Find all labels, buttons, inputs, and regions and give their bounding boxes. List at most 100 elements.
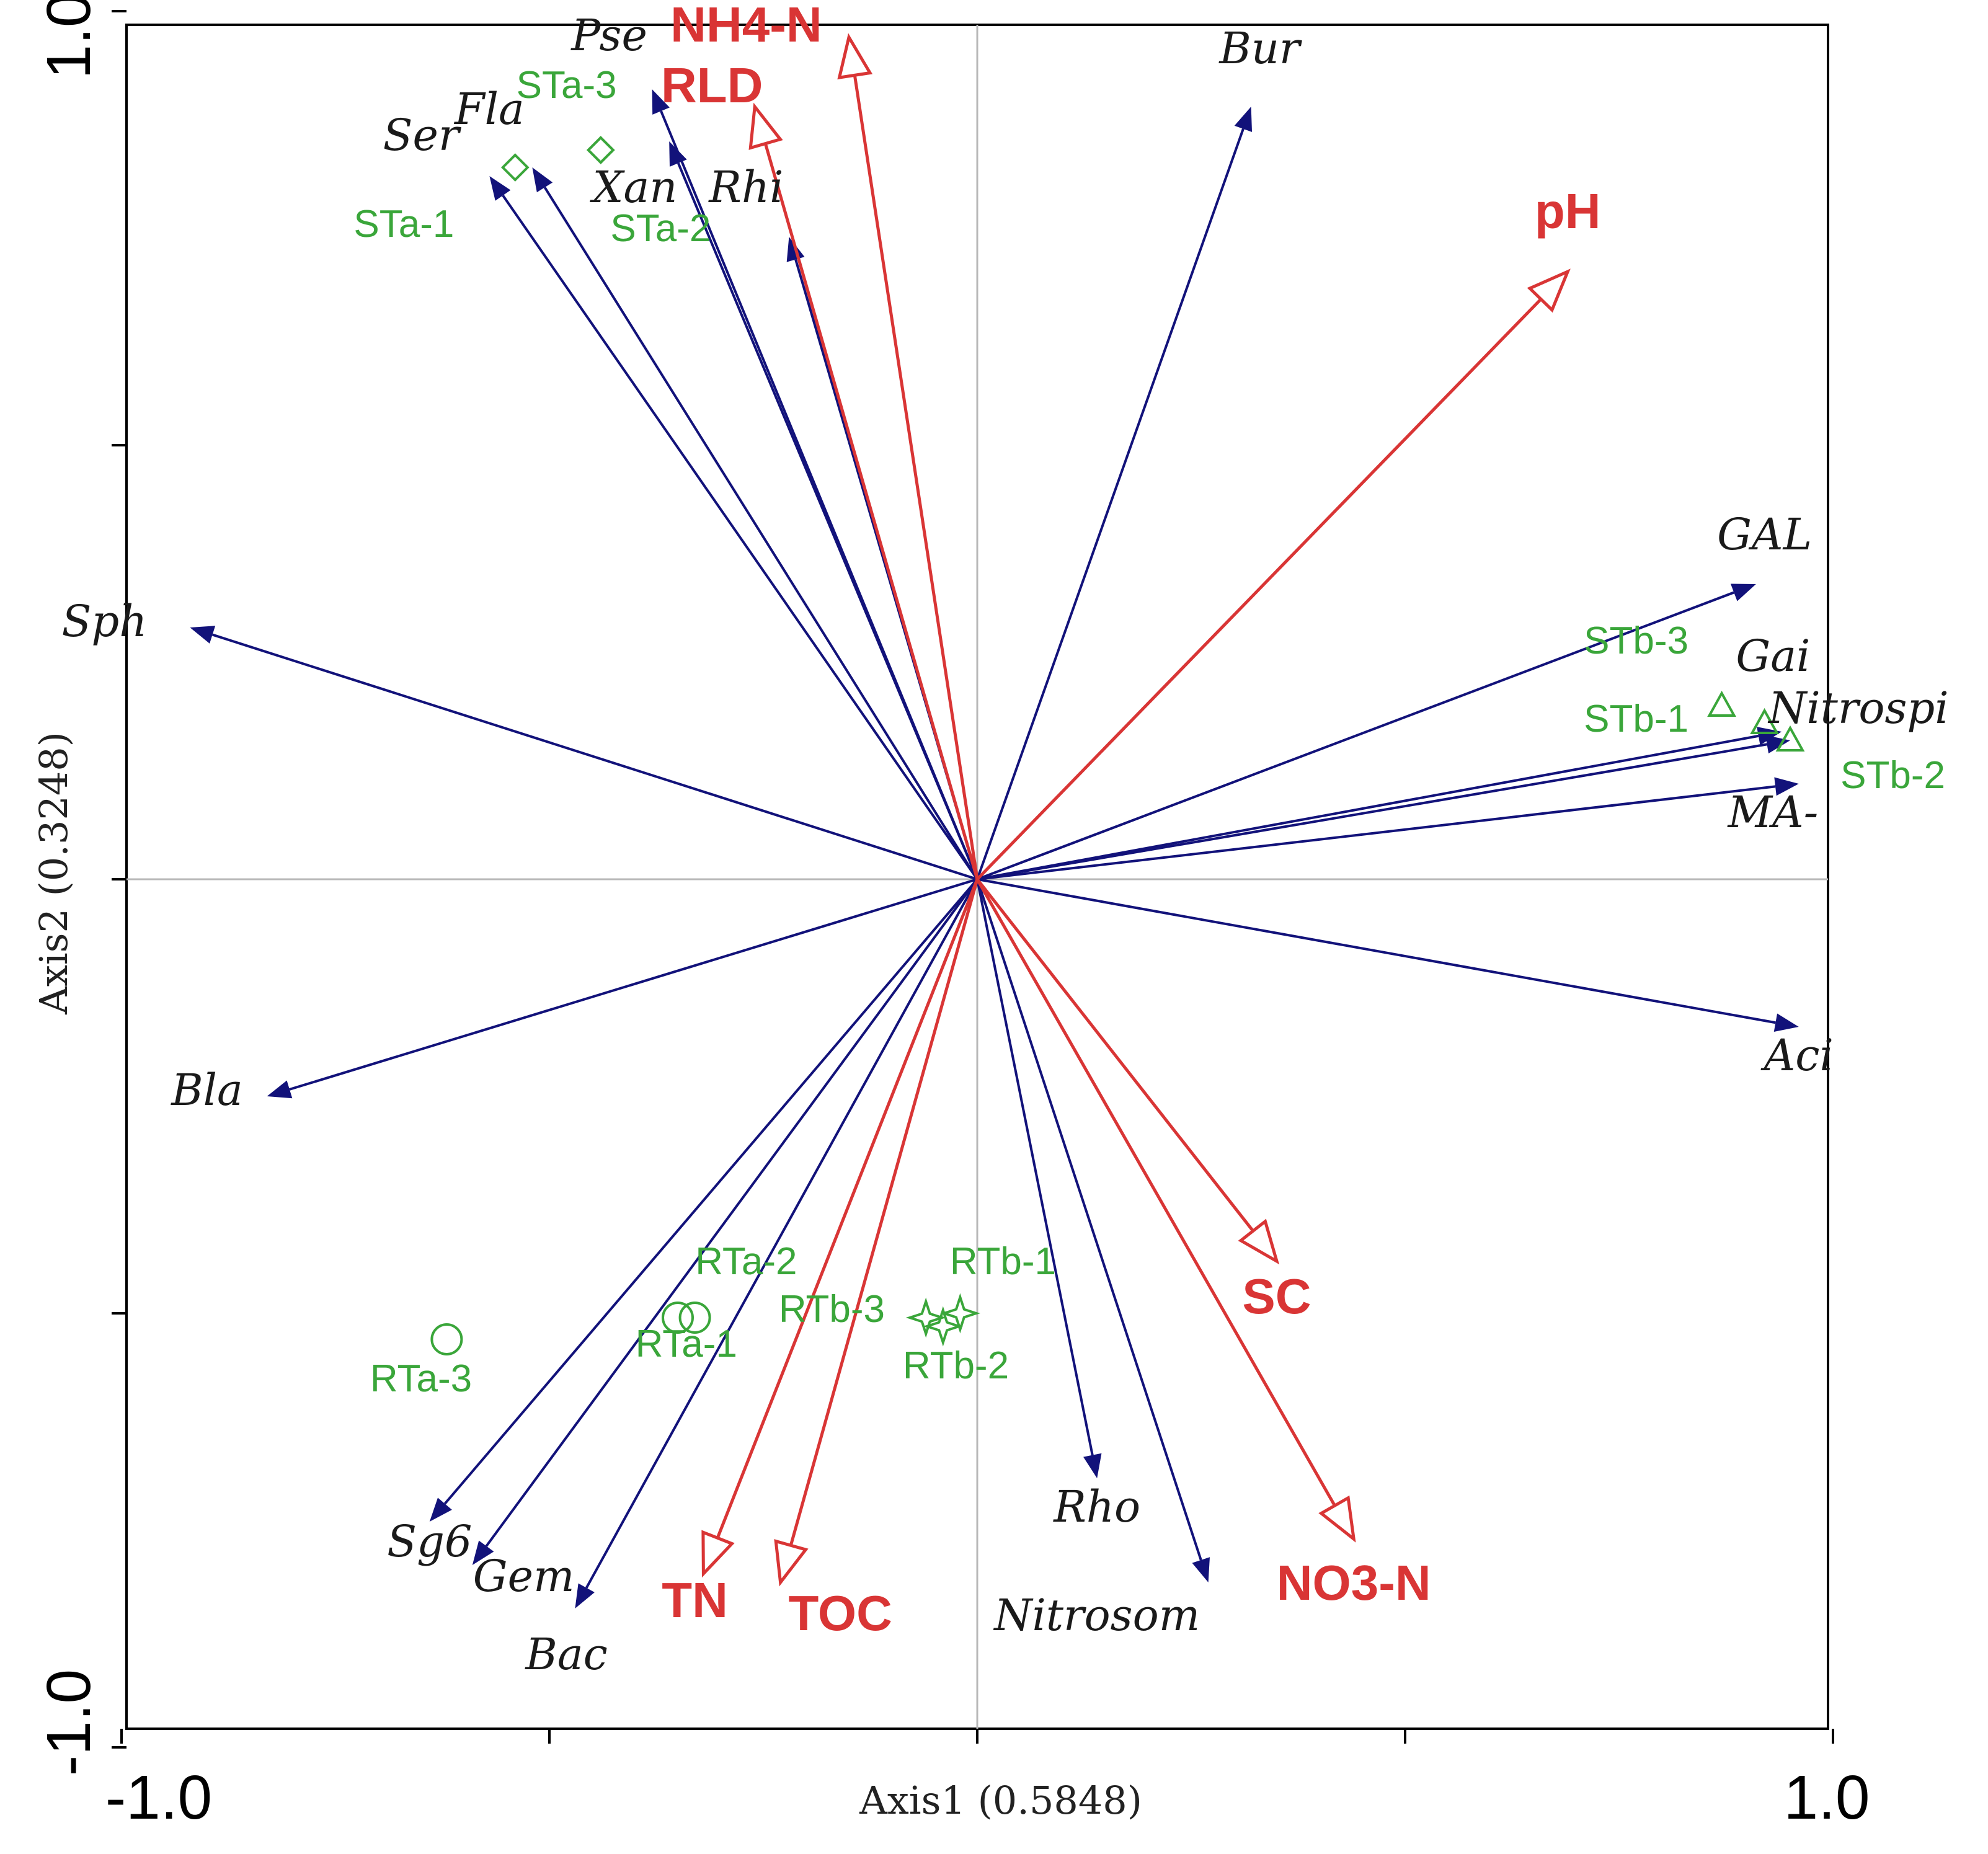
species-label-gal: GAL [1717,509,1812,560]
sample-marker-rta-1 [662,1302,694,1334]
sample-marker-stb-1 [1750,707,1779,734]
sample-marker-rtb-3 [905,1297,946,1338]
sample-marker-sta-1 [500,153,530,182]
sample-label-rtb-3: RTb-3 [779,1288,885,1331]
species-label-gem: Gem [473,1551,575,1602]
species-label-nitrospi: Nitrospi [1767,683,1949,734]
x-axis-title: Axis1 (0.5848) [859,1778,1142,1823]
env-label-sc: SC [1242,1269,1311,1324]
species-vector-gai [977,734,1759,880]
species-arrowhead-xan [669,141,687,167]
species-label-rhi: Rhi [708,162,783,213]
species-arrowhead-aci [1773,1013,1799,1032]
env-label-nh4-n: NH4-N [670,0,822,52]
env-vector-no3-n [975,878,1336,1507]
env-arrowhead-nh4-n [837,33,873,80]
sample-label-stb-3: STb-3 [1584,619,1688,662]
env-vector-tn [716,879,979,1539]
species-vector-nitrospi [977,743,1767,880]
sample-label-sta-1: STa-1 [353,203,454,246]
species-vector-ser [502,195,978,880]
species-label-bur: Bur [1218,23,1302,74]
species-vector-bac [585,879,978,1589]
species-arrowhead-fla [532,167,553,193]
species-arrowhead-ma- [1774,777,1799,796]
species-label-ma-: MA- [1726,787,1818,838]
species-arrowhead-gal [1730,583,1756,601]
species-vector-bla [289,878,978,1091]
species-vector-bur [976,128,1245,880]
env-vector-ph [976,298,1542,880]
species-vector-nitrosom [976,879,1202,1561]
env-arrowhead-tn [701,1530,735,1578]
species-vector-aci [977,878,1776,1024]
env-label-tn: TN [662,1572,728,1628]
sample-marker-stb-3 [1707,690,1736,717]
species-label-nitrosom: Nitrosom [993,1590,1200,1641]
species-label-aci: Aci [1760,1030,1834,1081]
env-vector-nh4-n [853,74,979,880]
species-vector-sph [211,633,978,880]
sample-marker-sta-2 [586,136,615,164]
env-label-rld: RLD [661,58,763,113]
species-label-bla: Bla [170,1065,243,1116]
env-vector-toc [789,879,979,1546]
species-label-bac: Bac [524,1629,607,1680]
env-vector-sc [976,878,1254,1232]
species-arrowhead-ser [489,176,511,201]
env-arrowhead-rld [748,102,783,150]
vectors-layer [190,33,1799,1608]
y-tick-label: 1.0 [34,0,104,79]
env-vector-rld [763,143,979,880]
axis-ticks-layer: -1.0 1.0 1.0 -1.0 [34,0,1870,1832]
sample-marker-rtb-2 [923,1306,964,1347]
species-arrowhead-bla [267,1080,293,1099]
env-label-toc: TOC [788,1586,892,1641]
species-vector-xan [677,162,978,880]
species-arrowhead-bur [1234,107,1253,132]
species-arrowhead-gem [472,1540,494,1565]
species-arrowhead-bac [575,1583,595,1608]
y-tick-label: -1.0 [34,1669,104,1776]
species-label-sg6: Sg6 [387,1516,472,1567]
sample-label-stb-2: STb-2 [1840,754,1945,797]
species-vector-ma- [977,785,1776,880]
species-arrowhead-rho [1083,1453,1102,1478]
x-tick-label: 1.0 [1783,1763,1870,1832]
env-arrowhead-no3-n [1318,1495,1356,1543]
species-label-ser: Ser [383,110,461,161]
species-arrowhead-sph [190,626,216,644]
sample-marker-rta-3 [678,1302,711,1334]
species-arrowhead-sg6 [429,1497,452,1522]
y-axis-title: Axis2 (0.3248) [31,732,76,1015]
env-label-ph: pH [1535,184,1601,239]
species-label-rho: Rho [1052,1481,1140,1532]
sample-marker-stb-2 [1775,725,1805,752]
species-arrowhead-pse [652,89,670,115]
species-label-pse: Pse [570,10,647,61]
species-vector-gal [977,591,1734,880]
sample-label-sta-2: STa-2 [610,207,711,250]
sample-label-rtb-2: RTb-2 [903,1344,1009,1387]
sample-marker-rta-2 [430,1323,463,1355]
species-label-sph: Sph [61,596,147,647]
sample-marker-sta-3 [586,136,615,164]
sample-label-rtb-1: RTb-1 [950,1240,1056,1283]
species-label-fla: Fla [453,84,525,135]
env-arrowhead-sc [1238,1218,1280,1265]
species-arrowhead-nitrosom [1192,1557,1210,1582]
x-tick-label: -1.0 [105,1763,212,1832]
species-vector-rho [976,879,1094,1456]
sample-label-stb-1: STb-1 [1584,698,1688,740]
env-arrowhead-toc [774,1539,809,1587]
env-label-no3-n: NO3-N [1277,1555,1431,1610]
sample-label-rta-2: RTa-2 [695,1240,797,1283]
env-arrowhead-ph [1527,268,1571,313]
species-vector-sg6 [443,878,978,1505]
sample-label-rta-1: RTa-1 [636,1323,737,1365]
species-vector-gem [485,878,978,1547]
sample-label-rta-3: RTa-3 [370,1357,472,1400]
samples-layer [430,136,1805,1355]
